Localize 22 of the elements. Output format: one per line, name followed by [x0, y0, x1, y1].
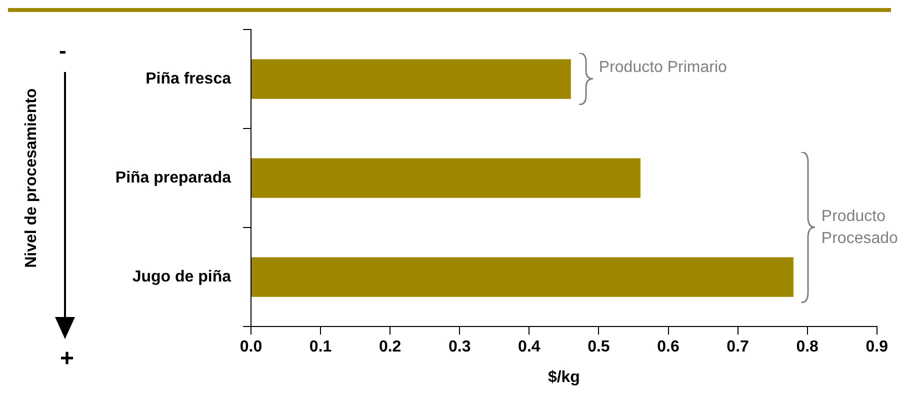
bar: [252, 59, 571, 99]
x-axis-title: $/kg: [548, 368, 580, 386]
x-tick-label: 0.3: [448, 338, 471, 356]
x-tick-label: 0.2: [378, 338, 402, 356]
text: +: [60, 344, 74, 373]
x-tick-label: 0.6: [657, 338, 680, 356]
bar: [252, 158, 640, 198]
x-tick-label: 0.8: [796, 338, 819, 356]
x-tick-label: 0.1: [309, 338, 332, 356]
x-tick-label: 0.5: [588, 338, 610, 356]
y-axis-title: Nivel de procesamiento: [23, 88, 40, 268]
x-tick-label: 0.4: [518, 338, 540, 356]
bar: [252, 257, 794, 297]
y-tick-label: Piña preparada: [115, 170, 232, 187]
x-tick-label: 0.9: [866, 338, 888, 356]
y-tick-label: Piña fresca: [146, 70, 232, 88]
text: -: [59, 38, 66, 64]
x-tick-label: 0.7: [726, 338, 750, 356]
annotation: Producto Primario: [598, 58, 728, 78]
annotation: Producto Procesado: [821, 206, 899, 249]
x-tick-label: 0.0: [240, 338, 262, 356]
y-tick-label: Jugo de piña: [132, 268, 232, 286]
